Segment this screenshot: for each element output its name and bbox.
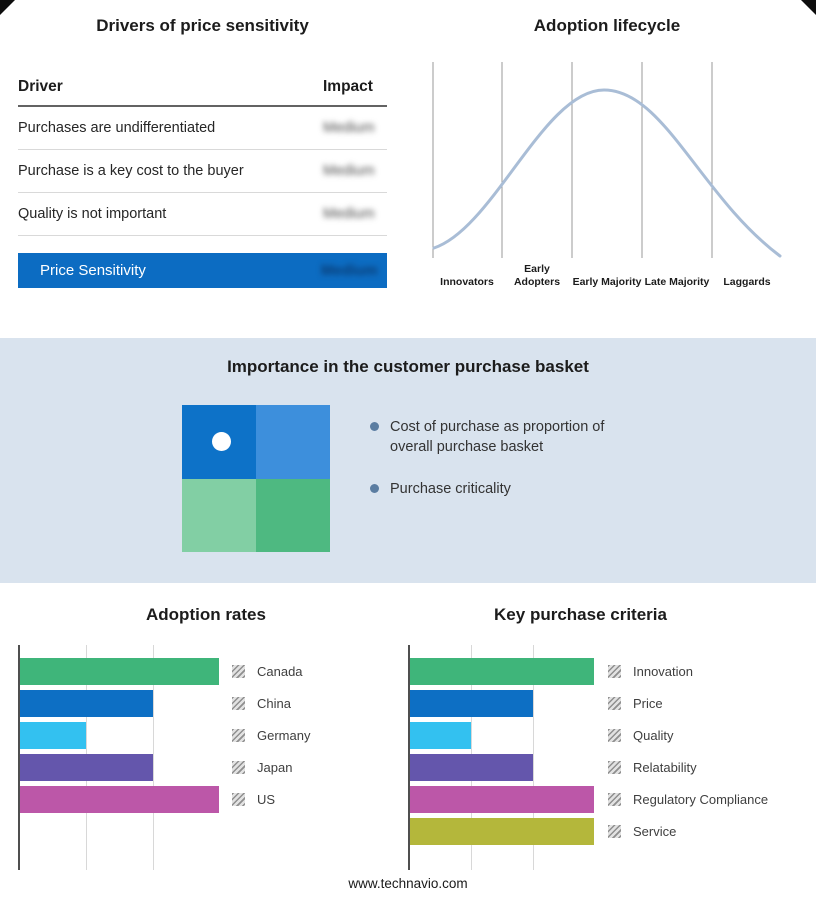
legend-item: Quality <box>608 722 768 749</box>
legend-item: Germany <box>232 722 310 749</box>
bullet-icon <box>370 483 379 493</box>
hatch-swatch-icon <box>608 729 621 742</box>
adoption-rates-legend: Canada China Germany Japan US <box>232 658 310 818</box>
bar-regulatory-compliance <box>410 786 594 813</box>
key-purchase-criteria-legend: Innovation Price Quality Relatability Re… <box>608 658 768 850</box>
legend-label: US <box>257 792 276 807</box>
bottom-charts-section: Adoption rates Key purchase criteria Can… <box>0 583 816 902</box>
legend-item: Innovation <box>608 658 768 685</box>
drivers-title: Drivers of price sensitivity <box>96 16 309 35</box>
stage-label-early-adopters: Early Adopters <box>513 263 561 288</box>
bar-us <box>20 786 219 813</box>
drivers-table-header: Driver Impact <box>18 78 387 107</box>
hatch-swatch-icon <box>232 761 245 774</box>
hatch-swatch-icon <box>232 665 245 678</box>
legend-item: Japan <box>232 754 310 781</box>
bar-japan <box>20 754 154 781</box>
legend-item: Price <box>608 690 768 717</box>
table-row: Quality is not important Medium <box>18 193 387 236</box>
purchase-basket-bullets: Cost of purchase as proportion of overal… <box>370 417 640 520</box>
legend-item: US <box>232 786 310 813</box>
quadrant-bottom-left <box>182 478 256 552</box>
impact-value-blurred: Medium <box>323 163 375 179</box>
list-item: Purchase criticality <box>370 479 640 499</box>
hatch-swatch-icon <box>608 665 621 678</box>
column-header-impact: Impact <box>323 78 373 95</box>
adoption-lifecycle-panel: Adoption lifecycle Innovators Early Adop… <box>416 16 798 288</box>
hatch-swatch-icon <box>608 761 621 774</box>
driver-label: Purchases are undifferentiated <box>18 120 216 136</box>
corner-decoration-right <box>801 0 816 15</box>
corner-decoration-left <box>0 0 15 15</box>
legend-item: China <box>232 690 310 717</box>
stage-label-early-majority: Early Majority <box>572 275 642 288</box>
price-sensitivity-panel: Drivers of price sensitivity Driver Impa… <box>18 16 387 288</box>
legend-item: Relatability <box>608 754 768 781</box>
bar-relatability <box>410 754 534 781</box>
lifecycle-curve <box>432 88 782 258</box>
lifecycle-stage-labels: Innovators Early Adopters Early Majority… <box>432 260 782 288</box>
legend-item: Regulatory Compliance <box>608 786 768 813</box>
hatch-swatch-icon <box>232 697 245 710</box>
legend-label: China <box>257 696 291 711</box>
legend-label: Germany <box>257 728 311 743</box>
footer: www.technavio.com <box>0 876 816 891</box>
bell-curve-svg <box>432 62 782 258</box>
stage-gridlines <box>432 62 713 258</box>
hatch-swatch-icon <box>608 793 621 806</box>
legend-label: Quality <box>633 728 674 743</box>
table-row: Purchases are undifferentiated Medium <box>18 107 387 150</box>
legend-label: Innovation <box>633 664 693 679</box>
quadrant-graphic <box>182 405 330 552</box>
hatch-swatch-icon <box>232 793 245 806</box>
quadrant-bottom-right <box>256 478 330 552</box>
bar-germany <box>20 722 86 749</box>
list-item: Cost of purchase as proportion of overal… <box>370 417 640 458</box>
impact-value-blurred: Medium <box>323 206 375 222</box>
purchase-basket-title: Importance in the customer purchase bask… <box>227 357 589 376</box>
legend-label: Japan <box>257 760 293 775</box>
adoption-rates-title: Adoption rates <box>146 605 266 624</box>
column-header-driver: Driver <box>18 78 63 95</box>
lifecycle-title: Adoption lifecycle <box>533 16 681 35</box>
highlight-label: Price Sensitivity <box>40 262 146 279</box>
purchase-basket-section: Importance in the customer purchase bask… <box>0 338 816 583</box>
legend-label: Canada <box>257 664 303 679</box>
bullet-text: Cost of purchase as proportion of overal… <box>390 419 605 456</box>
key-purchase-criteria-chart <box>408 645 594 870</box>
driver-label: Quality is not important <box>18 206 167 222</box>
legend-label: Relatability <box>633 760 697 775</box>
highlight-impact-blurred: Medium <box>321 262 378 279</box>
hatch-swatch-icon <box>608 697 621 710</box>
bullet-text: Purchase criticality <box>390 480 511 497</box>
bar-china <box>20 690 154 717</box>
quadrant-top-left <box>182 405 256 479</box>
stage-label-late-majority: Late Majority <box>644 275 710 288</box>
legend-label: Price <box>633 696 663 711</box>
stage-label-innovators: Innovators <box>440 275 494 288</box>
bar-price <box>410 690 534 717</box>
bar-quality <box>410 722 471 749</box>
key-purchase-criteria-title: Key purchase criteria <box>494 605 667 624</box>
table-row: Purchase is a key cost to the buyer Medi… <box>18 150 387 193</box>
bar-innovation <box>410 658 594 685</box>
stage-label-laggards: Laggards <box>723 275 771 288</box>
adoption-rates-chart <box>18 645 219 870</box>
price-sensitivity-highlight: Price Sensitivity Medium <box>18 253 387 288</box>
hatch-swatch-icon <box>232 729 245 742</box>
legend-item: Service <box>608 818 768 845</box>
bar-canada <box>20 658 219 685</box>
bar-service <box>410 818 594 845</box>
bullet-icon <box>370 422 379 431</box>
hatch-swatch-icon <box>608 825 621 838</box>
legend-label: Service <box>633 824 677 839</box>
legend-label: Regulatory Compliance <box>633 792 769 807</box>
lifecycle-chart <box>432 62 782 258</box>
driver-label: Purchase is a key cost to the buyer <box>18 163 244 179</box>
quadrant-top-right <box>256 405 330 479</box>
impact-value-blurred: Medium <box>323 120 375 136</box>
white-dot-marker <box>212 432 231 451</box>
legend-item: Canada <box>232 658 310 685</box>
footer-link[interactable]: www.technavio.com <box>348 876 468 891</box>
